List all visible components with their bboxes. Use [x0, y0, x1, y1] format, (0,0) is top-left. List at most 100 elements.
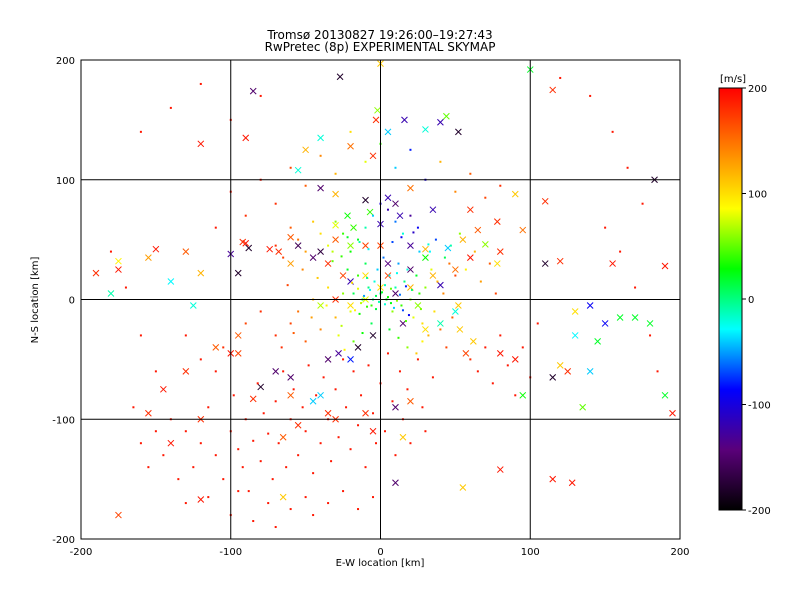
data-point-x	[182, 248, 190, 255]
x-tick-label: 0	[377, 547, 383, 558]
data-point-dot	[404, 320, 407, 323]
chart-title: Tromsø 20130827 19:26:00–19:27:43	[266, 28, 492, 42]
data-point-dot	[289, 322, 292, 325]
data-point-dot	[395, 299, 398, 302]
data-point-x	[279, 493, 287, 501]
data-point-x	[549, 373, 557, 381]
data-point-x	[519, 391, 527, 399]
data-point-x	[437, 281, 444, 289]
data-point-x	[669, 409, 676, 417]
data-point-dot	[352, 340, 355, 343]
data-point-dot	[322, 376, 325, 379]
data-point-dot	[443, 256, 446, 259]
data-point-dot	[247, 490, 250, 493]
data-point-dot	[488, 262, 491, 265]
data-point-dot	[360, 394, 363, 397]
data-point-dot	[316, 276, 319, 279]
data-point-dot	[391, 400, 394, 403]
data-point-dot	[304, 496, 307, 499]
data-point-x	[493, 218, 501, 226]
data-point-x	[212, 344, 220, 351]
data-point-dot	[169, 106, 172, 109]
data-point-dot	[346, 236, 349, 239]
data-point-x	[564, 367, 572, 375]
data-point-dot	[427, 334, 430, 337]
colorbar-tick-label: -100	[748, 401, 771, 412]
data-point-x	[392, 403, 399, 411]
x-tick-label: -100	[219, 547, 242, 558]
data-point-dot	[370, 304, 373, 307]
data-point-x	[347, 302, 354, 309]
data-point-dot	[400, 304, 403, 307]
data-point-dot	[262, 412, 265, 415]
data-point-dot	[388, 328, 391, 331]
colorbar-tick-label: 200	[748, 84, 767, 95]
data-point-dot	[184, 430, 187, 433]
data-point-dot	[334, 316, 337, 319]
data-point-dot	[222, 346, 225, 349]
data-point-dot	[415, 352, 418, 355]
data-point-x	[407, 242, 414, 249]
data-point-dot	[394, 286, 397, 289]
data-point-x	[579, 403, 587, 411]
data-point-dot	[162, 454, 165, 457]
data-point-x	[601, 320, 609, 327]
data-point-x	[407, 184, 414, 192]
data-point-x	[160, 385, 167, 393]
data-point-dot	[184, 334, 187, 337]
data-point-x	[384, 128, 392, 136]
data-point-dot	[312, 514, 315, 517]
data-point-dot	[289, 166, 292, 169]
data-point-x	[249, 395, 257, 403]
data-point-x	[366, 208, 374, 216]
data-point-x	[661, 391, 669, 399]
data-point-x	[287, 373, 295, 381]
data-point-dot	[397, 262, 400, 265]
data-point-x	[422, 254, 429, 261]
data-point-dot	[386, 296, 389, 299]
data-point-x	[309, 254, 317, 261]
data-point-dot	[404, 285, 407, 288]
data-point-dot	[445, 346, 448, 349]
data-point-dot	[343, 348, 346, 351]
data-point-dot	[301, 268, 304, 271]
data-point-x	[317, 391, 324, 399]
data-point-dot	[154, 370, 157, 373]
data-point-dot	[282, 370, 285, 373]
data-point-x	[354, 344, 362, 351]
data-point-x	[347, 242, 354, 249]
data-point-x	[362, 409, 369, 417]
data-point-dot	[337, 334, 340, 337]
data-point-x	[324, 356, 332, 363]
data-point-x	[279, 433, 287, 441]
data-point-dot	[310, 316, 313, 319]
data-point-dot	[430, 268, 433, 271]
data-point-dot	[375, 294, 378, 297]
data-point-x	[407, 397, 414, 405]
data-point-dot	[154, 430, 157, 433]
data-point-dot	[373, 280, 376, 283]
data-point-dot	[421, 340, 424, 343]
data-point-dot	[364, 160, 367, 163]
data-point-x	[437, 320, 444, 327]
data-point-dot	[325, 304, 328, 307]
chart-subtitle: RwPretec (8p) EXPERIMENTAL SKYMAP	[265, 40, 496, 54]
data-point-dot	[342, 490, 345, 493]
data-point-x	[294, 421, 302, 429]
data-point-dot	[386, 352, 389, 355]
data-point-dot	[199, 442, 202, 445]
data-point-x	[266, 245, 274, 253]
data-point-dot	[271, 478, 274, 481]
data-point-x	[145, 409, 152, 417]
data-point-x	[511, 356, 519, 363]
colorbar-tick-label: 0	[748, 295, 754, 306]
data-point-dot	[192, 466, 195, 469]
data-point-dot	[382, 256, 385, 259]
data-point-dot	[222, 478, 225, 481]
data-point-dot	[400, 236, 403, 239]
data-point-dot	[375, 308, 378, 311]
data-point-x	[414, 302, 422, 309]
data-point-dot	[392, 306, 395, 309]
data-point-x	[287, 391, 295, 399]
data-point-dot	[494, 292, 497, 295]
